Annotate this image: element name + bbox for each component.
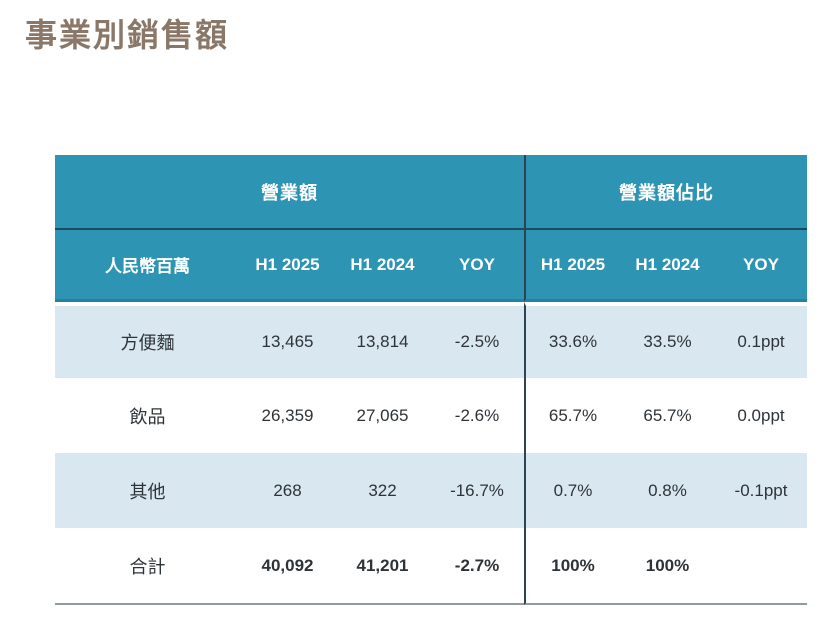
col-header-share-yoy: YOY <box>715 230 808 302</box>
cell-rev-yoy: -2.5% <box>430 302 524 378</box>
cell-rev-yoy: -2.6% <box>430 378 524 453</box>
col-header-rev-h1-2025: H1 2025 <box>240 230 335 302</box>
row-label: 飲品 <box>55 378 240 453</box>
cell-rev-h1-2025: 40,092 <box>240 528 335 605</box>
cell-share-h1-2024: 33.5% <box>620 302 715 378</box>
cell-share-h1-2025: 65.7% <box>524 378 620 453</box>
col-header-share-h1-2025: H1 2025 <box>524 230 620 302</box>
cell-share-h1-2024: 65.7% <box>620 378 715 453</box>
cell-rev-h1-2025: 26,359 <box>240 378 335 453</box>
row-label: 方便麵 <box>55 302 240 378</box>
cell-rev-h1-2025: 268 <box>240 453 335 528</box>
col-header-share-h1-2024: H1 2024 <box>620 230 715 302</box>
table-row-others: 其他 268 322 -16.7% 0.7% 0.8% -0.1ppt <box>55 453 808 528</box>
cell-share-h1-2024: 0.8% <box>620 453 715 528</box>
cell-share-h1-2025: 100% <box>524 528 620 605</box>
cell-share-h1-2025: 33.6% <box>524 302 620 378</box>
cell-rev-h1-2024: 13,814 <box>335 302 430 378</box>
cell-share-yoy: 0.1ppt <box>715 302 808 378</box>
column-header-row: 人民幣百萬 H1 2025 H1 2024 YOY H1 2025 H1 202… <box>55 230 808 302</box>
col-header-unit: 人民幣百萬 <box>55 230 240 302</box>
row-label: 合計 <box>55 528 240 605</box>
cell-share-yoy <box>715 528 808 605</box>
cell-share-yoy: -0.1ppt <box>715 453 808 528</box>
sales-by-segment-table: 營業額 營業額佔比 人民幣百萬 H1 2025 H1 2024 YOY H1 2… <box>55 155 808 605</box>
table-row-beverages: 飲品 26,359 27,065 -2.6% 65.7% 65.7% 0.0pp… <box>55 378 808 453</box>
cell-rev-yoy: -16.7% <box>430 453 524 528</box>
cell-rev-h1-2024: 41,201 <box>335 528 430 605</box>
cell-share-h1-2025: 0.7% <box>524 453 620 528</box>
page-title: 事業別銷售額 <box>25 17 230 53</box>
col-header-rev-h1-2024: H1 2024 <box>335 230 430 302</box>
group-header-revenue: 營業額 <box>55 155 524 230</box>
cell-rev-h1-2024: 322 <box>335 453 430 528</box>
group-header-row: 營業額 營業額佔比 <box>55 155 808 230</box>
group-header-revenue-share: 營業額佔比 <box>524 155 808 230</box>
cell-share-h1-2024: 100% <box>620 528 715 605</box>
cell-share-yoy: 0.0ppt <box>715 378 808 453</box>
row-label: 其他 <box>55 453 240 528</box>
cell-rev-h1-2025: 13,465 <box>240 302 335 378</box>
col-header-rev-yoy: YOY <box>430 230 524 302</box>
table-row-total: 合計 40,092 41,201 -2.7% 100% 100% <box>55 528 808 605</box>
cell-rev-yoy: -2.7% <box>430 528 524 605</box>
table-row-instant-noodles: 方便麵 13,465 13,814 -2.5% 33.6% 33.5% 0.1p… <box>55 302 808 378</box>
cell-rev-h1-2024: 27,065 <box>335 378 430 453</box>
